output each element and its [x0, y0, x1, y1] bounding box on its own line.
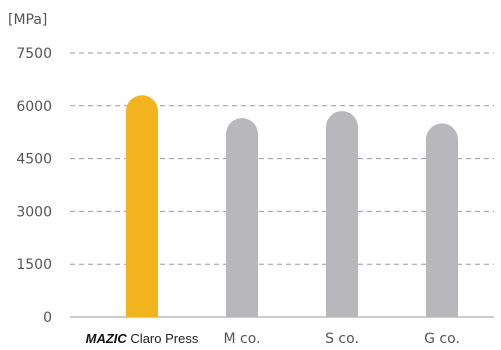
bars [126, 95, 458, 318]
y-tick-labels: 0 1500 3000 4500 6000 7500 [16, 46, 52, 326]
y-tick-label: 4500 [16, 152, 52, 168]
bar [426, 123, 458, 317]
bar [226, 118, 258, 317]
y-unit-label: [MPa] [8, 12, 47, 28]
y-tick-label: 3000 [16, 204, 52, 220]
y-tick-label: 6000 [16, 99, 52, 115]
x-category-label: M co. [224, 331, 261, 347]
y-tick-label: 7500 [16, 46, 52, 62]
y-tick-label: 1500 [16, 257, 52, 273]
x-category-label: MAZIC Claro Press [86, 331, 199, 346]
x-category-label: G co. [424, 331, 460, 347]
bar [326, 111, 358, 317]
gridlines [70, 52, 494, 318]
bar [126, 95, 158, 318]
x-category-labels: MAZIC Claro Press M co. S co. G co. [86, 331, 460, 347]
x-category-label: S co. [325, 331, 359, 347]
y-tick-label: 0 [43, 310, 52, 326]
